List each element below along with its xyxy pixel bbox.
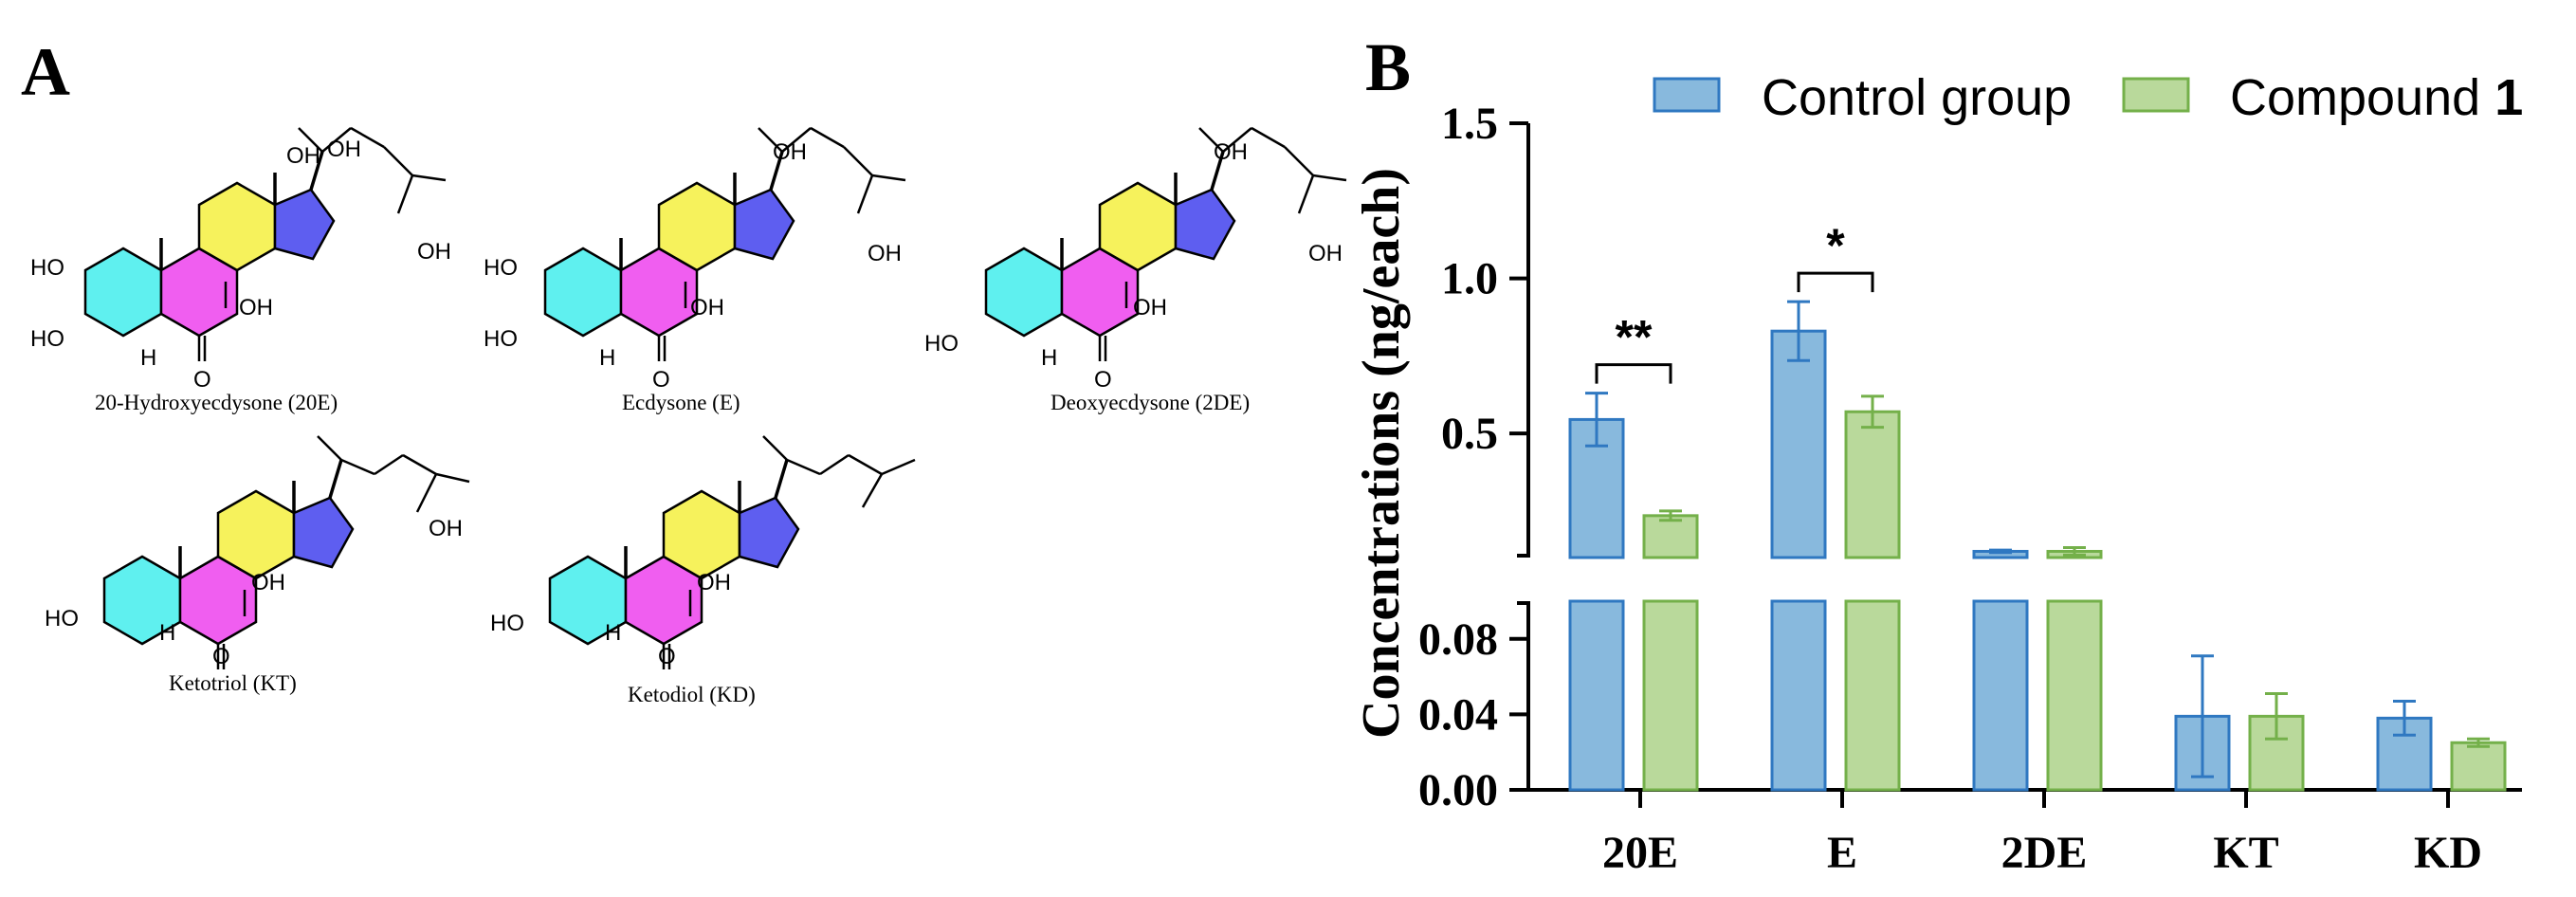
- bar: [2450, 741, 2507, 792]
- atom-label: O: [1094, 367, 1112, 393]
- molecule-20e-atom-labels: HO HO H O OH OH OH OH: [30, 137, 451, 393]
- atom-label: O: [193, 367, 211, 393]
- chart-legend: Control group Compound 1: [1653, 69, 2523, 126]
- atom-label: OH: [251, 570, 285, 595]
- y-tick-label: 1.5: [1441, 99, 1498, 149]
- molecule-kt-structure: [102, 435, 470, 671]
- bars: [1568, 300, 2507, 792]
- significance-label: *: [1826, 219, 1845, 272]
- atom-label: O: [652, 367, 670, 393]
- legend-swatch-control: [1653, 77, 1721, 113]
- significance-label: **: [1616, 311, 1653, 364]
- bar-upper: [1568, 417, 1625, 559]
- x-tick-label: 20E: [1602, 828, 1678, 878]
- panel-b-letter: B: [1365, 29, 1411, 105]
- significance-marks: ***: [1595, 219, 1874, 384]
- atom-label: OH: [417, 239, 451, 265]
- legend-swatch-compound: [2122, 77, 2190, 113]
- bar-upper: [1844, 410, 1901, 559]
- molecule-name-2de: Deoxyecdysone (2DE): [1050, 391, 1250, 414]
- molecule-2de-structure: [984, 126, 1347, 363]
- x-tick-label: E: [1827, 828, 1857, 878]
- molecule-kd-structure: [548, 435, 916, 671]
- molecule-name-e: Ecdysone (E): [622, 391, 740, 414]
- molecule-e-atom-labels: HO HO H O OH OH OH: [484, 139, 902, 393]
- atom-label: H: [140, 345, 156, 371]
- y-tick-label: 0.00: [1418, 765, 1498, 815]
- atom-label: OH: [697, 570, 731, 595]
- atom-label: OH: [429, 516, 463, 541]
- atom-label: HO: [30, 255, 64, 281]
- molecule-name-20e: 20-Hydroxyecdysone (20E): [95, 391, 338, 414]
- y-tick-label: 0.08: [1418, 614, 1498, 665]
- atom-label: HO: [30, 326, 64, 352]
- atom-label: OH: [690, 295, 724, 320]
- atom-label: OH: [1133, 295, 1167, 320]
- bar-lower: [2046, 599, 2103, 792]
- x-ticks: 20E E 2DE KT KD: [1602, 790, 2482, 878]
- y-ticks: 0.5 1.0 1.5 0.00 0.04 0.08: [1418, 99, 1528, 815]
- y-axis-label: Concentrations (ng/each): [1352, 168, 1411, 739]
- atom-label: HO: [45, 606, 79, 632]
- atom-label: OH: [773, 139, 807, 165]
- bar-lower: [1642, 599, 1699, 792]
- atom-label: OH: [1214, 139, 1248, 165]
- atom-label: HO: [484, 255, 518, 281]
- molecule-e-structure: [543, 126, 906, 363]
- y-tick-label: 1.0: [1441, 254, 1498, 304]
- panel-a-letter: A: [21, 34, 70, 110]
- bar-lower: [1972, 599, 2029, 792]
- atom-label: HO: [484, 326, 518, 352]
- atom-label: O: [212, 644, 230, 669]
- atom-label: H: [159, 620, 175, 646]
- atom-label: H: [599, 345, 615, 371]
- atom-label: HO: [924, 331, 959, 357]
- y-tick-label: 0.5: [1441, 409, 1498, 459]
- x-tick-label: 2DE: [2001, 828, 2088, 878]
- atom-label: OH: [868, 241, 902, 266]
- significance-bracket: [1797, 271, 1874, 293]
- atom-label: H: [605, 620, 621, 646]
- significance-bracket: [1595, 363, 1672, 384]
- molecule-kd-atom-labels: HO H O OH: [490, 570, 731, 669]
- atom-label: OH: [327, 137, 361, 162]
- atom-label: OH: [286, 143, 320, 169]
- bar-upper: [1642, 514, 1699, 559]
- atom-label: OH: [239, 295, 273, 320]
- y-tick-label: 0.04: [1418, 689, 1498, 740]
- bar-lower: [1770, 599, 1827, 792]
- molecule-2de-atom-labels: HO H O OH OH OH: [924, 139, 1343, 393]
- legend-label-control: Control group: [1762, 69, 2072, 126]
- molecule-name-kt: Ketotriol (KT): [169, 671, 297, 695]
- atom-label: O: [658, 644, 676, 669]
- x-tick-label: KT: [2213, 828, 2278, 878]
- x-tick-label: KD: [2414, 828, 2482, 878]
- bar-upper: [1770, 329, 1827, 559]
- atom-label: H: [1041, 345, 1057, 371]
- atom-label: OH: [1308, 241, 1343, 266]
- molecule-kt-atom-labels: HO H O OH OH: [45, 516, 463, 669]
- atom-label: HO: [490, 611, 524, 636]
- bar-lower: [1844, 599, 1901, 792]
- molecule-20e-structure: [83, 126, 447, 363]
- molecule-name-kd: Ketodiol (KD): [628, 683, 756, 706]
- bar-lower: [1568, 599, 1625, 792]
- legend-label-compound: Compound 1: [2230, 69, 2523, 126]
